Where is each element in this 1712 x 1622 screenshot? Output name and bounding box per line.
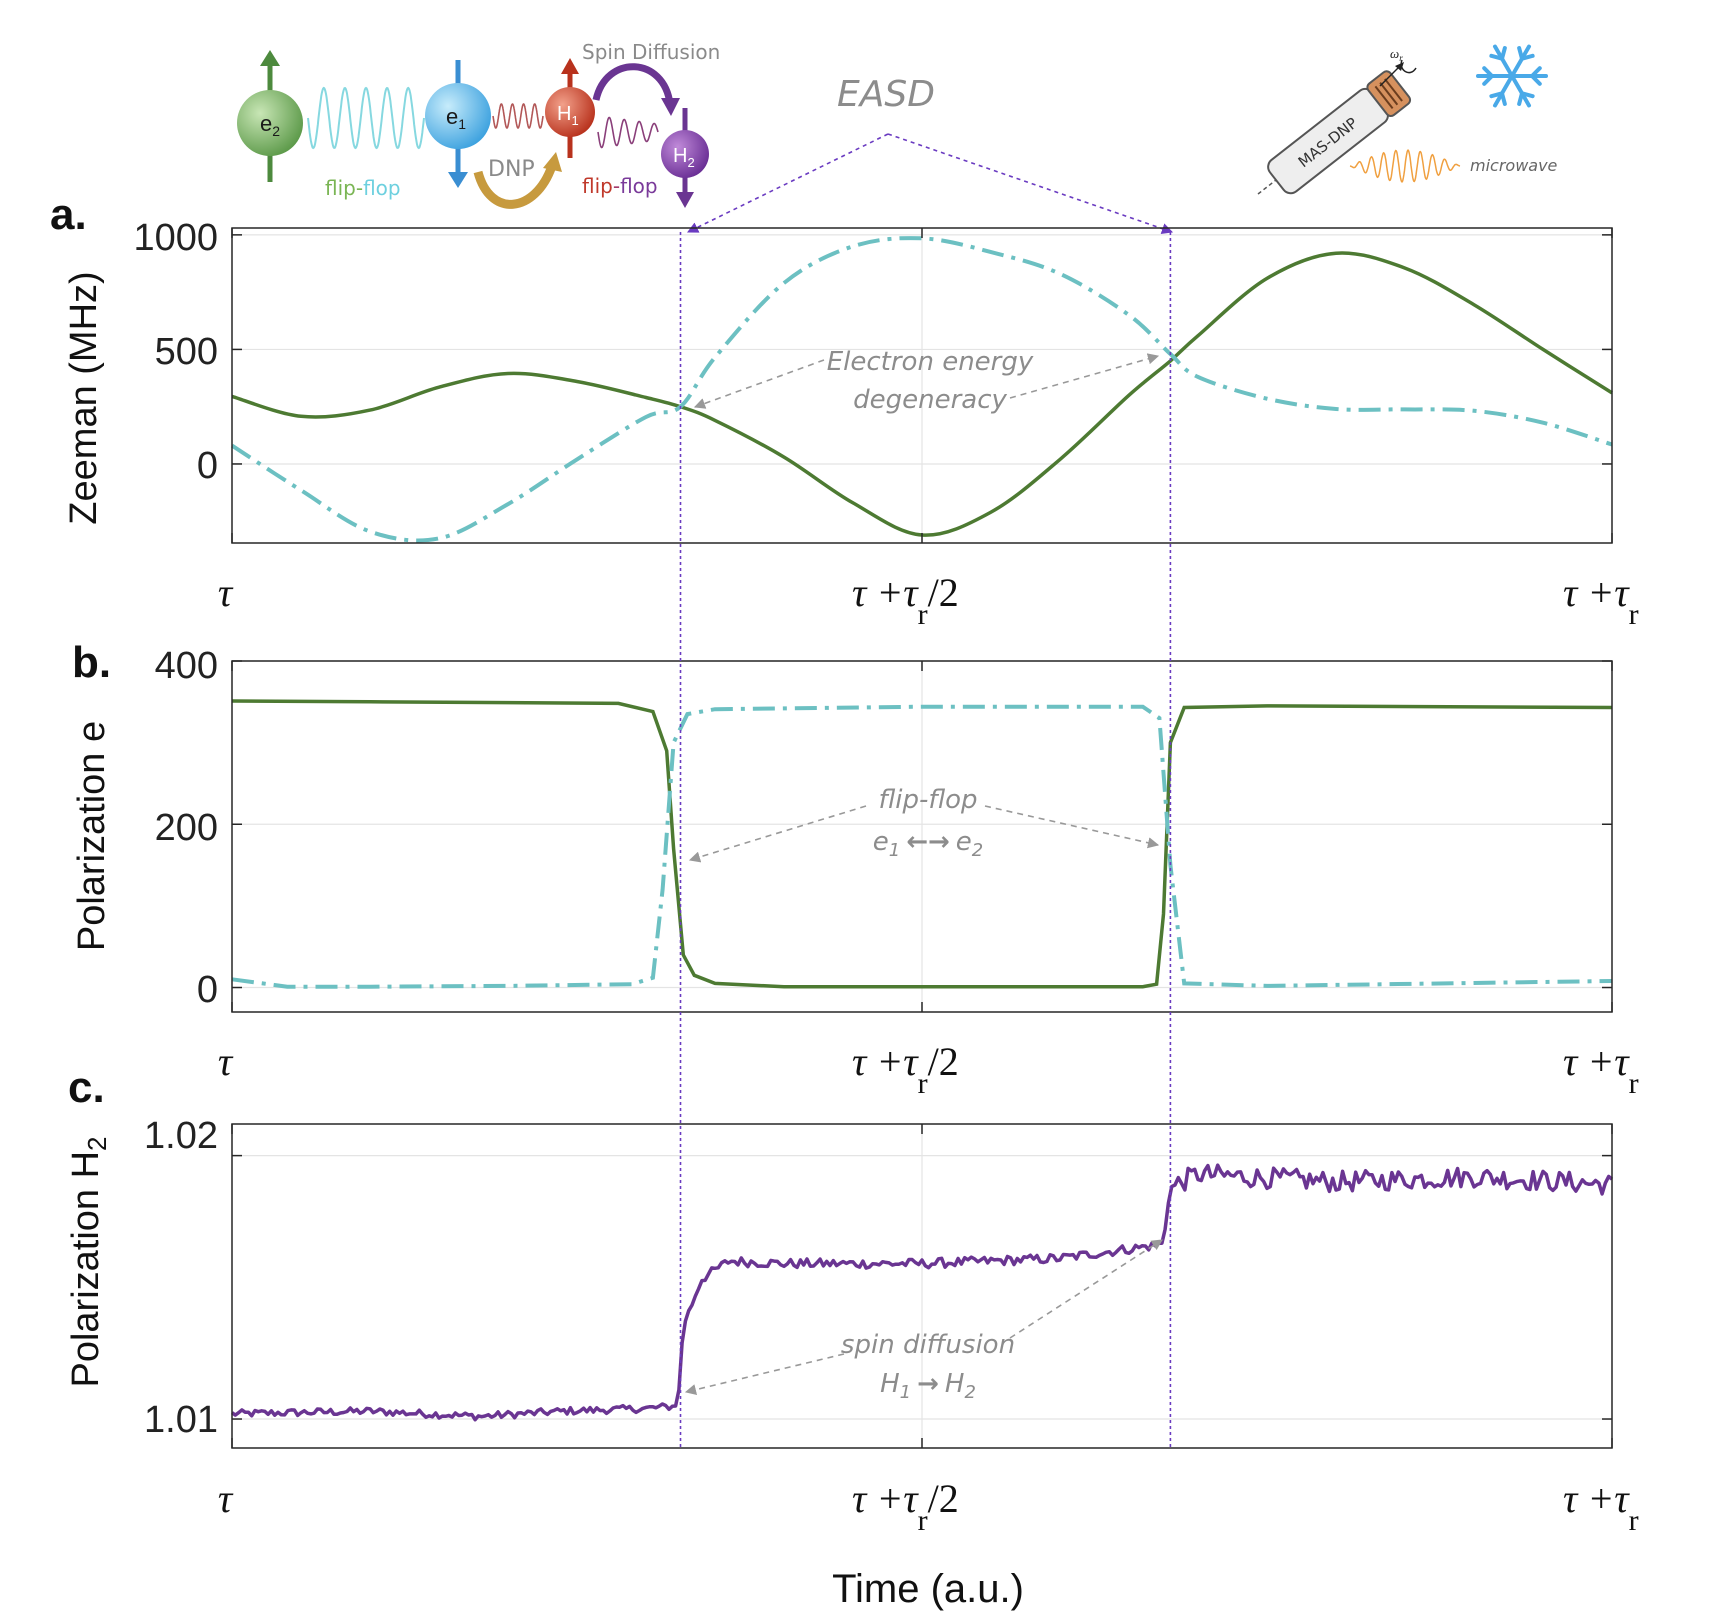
panel-b-series-green	[231, 699, 1613, 989]
panel-c-annotation-1: spin diffusion	[841, 1330, 1015, 1360]
spin-diffusion-label: Spin Diffusion	[582, 40, 720, 64]
panel-a-arrow-left	[693, 359, 825, 409]
flip-flop-label-h: flip-flop	[582, 174, 658, 198]
svg-text:ωr: ωr	[1390, 46, 1403, 63]
easd-label: EASD	[837, 74, 935, 115]
h1-label: H	[557, 103, 571, 125]
panel-c-grid	[232, 1124, 1612, 1448]
panel-a-ticks	[231, 228, 1613, 543]
x-axis-label: Time (a.u.)	[832, 1567, 1024, 1611]
xtick-tau: τ	[218, 1476, 234, 1521]
panel-c-ticks	[231, 1124, 1613, 1448]
xtick-tau-r: τ +τr	[1563, 1039, 1639, 1100]
panel-b: b. 400 200 0 Polarization e flip-flop e1…	[71, 638, 1639, 1100]
panel-b-ytick-0: 0	[197, 969, 218, 1011]
panel-c: c. 1.02 1.01 Polarization H2 spin diffus…	[65, 1063, 1639, 1611]
e2-label: e	[260, 111, 272, 136]
xtick-tau: τ	[218, 570, 234, 615]
svg-text:H2: H2	[673, 145, 695, 170]
xtick-tau-r: τ +τr	[1563, 570, 1639, 631]
h2-label: H	[673, 145, 687, 167]
panel-a-letter: a.	[50, 190, 87, 239]
panel-b-arrow-right	[984, 805, 1160, 849]
panel-b-series-teal	[231, 704, 1613, 989]
panel-a-series-teal	[230, 236, 1613, 543]
panel-c-ylabel: Polarization H2	[65, 1136, 112, 1387]
svg-text:e2: e2	[260, 111, 280, 139]
xtick-tau-half: τ +τr/2	[852, 1039, 959, 1100]
panel-b-annotation-2: e1 ←→ e2	[873, 827, 983, 861]
panel-b-annotation-1: flip-flop	[878, 785, 977, 815]
xtick-tau-r: τ +τr	[1563, 1476, 1639, 1537]
h2-sphere	[661, 130, 709, 178]
dnp-wave	[492, 103, 544, 129]
panel-b-ylabel: Polarization e	[71, 721, 113, 951]
curved-arrow-icon	[592, 63, 674, 105]
panel-c-xticks: τ τ +τr/2 τ +τr	[218, 1476, 1639, 1537]
panel-a-annotation-2: degeneracy	[853, 385, 1007, 415]
panel-c-arrow-right	[1009, 1239, 1163, 1339]
panel-a-annotation-1: Electron energy	[827, 347, 1034, 377]
e2-sub: 2	[272, 123, 280, 139]
electron-e1: e1	[425, 60, 491, 188]
flip-flop-label-e: flip-flop	[325, 176, 401, 200]
flip-flop-wave-e2-e1	[307, 86, 425, 150]
microwave-wave-icon	[1349, 149, 1461, 183]
panel-b-xticks: τ τ +τr/2 τ +τr	[218, 1039, 1639, 1100]
easd-arrow-right	[887, 133, 1174, 235]
xtick-tau-half: τ +τr/2	[852, 1476, 959, 1537]
easd-vertical-markers	[679, 232, 1172, 1448]
svg-text:e1: e1	[446, 104, 466, 132]
xtick-tau: τ	[218, 1039, 234, 1084]
h2-sub: 2	[687, 155, 694, 170]
schematic: e2 flip-flop e1 DNP H1 Spin Diffusion	[237, 40, 1558, 235]
panel-c-ytick-102: 1.02	[144, 1115, 218, 1157]
panel-a-xticks: τ τ +τr/2 τ +τr	[218, 570, 1639, 631]
panel-a: a. 1000 500 0 Zeeman (MHz) Electron ener…	[50, 190, 1639, 631]
e1-sphere	[425, 83, 491, 149]
panel-a-series-green	[231, 251, 1613, 537]
panel-a-ylabel: Zeeman (MHz)	[63, 271, 105, 524]
panel-b-ytick-200: 200	[155, 807, 218, 849]
omega-label: ω	[1390, 46, 1399, 61]
panel-c-arrow-left	[684, 1353, 845, 1396]
panel-b-ticks	[231, 660, 1613, 1012]
e1-sub: 1	[458, 116, 466, 132]
dnp-label: DNP	[488, 157, 535, 182]
easd-arrow-left	[686, 133, 889, 233]
panel-c-series-purple	[230, 1163, 1614, 1422]
omega-sub: r	[1399, 53, 1403, 63]
h1-sub: 1	[571, 113, 578, 128]
h1-h2-wave	[597, 116, 659, 149]
panel-a-arrow-right	[1009, 353, 1160, 399]
panel-c-annotation-2: H1 → H2	[880, 1369, 976, 1403]
panel-c-letter: c.	[68, 1063, 105, 1112]
microwave-label: microwave	[1470, 156, 1558, 175]
xtick-tau-half: τ +τr/2	[852, 570, 959, 631]
panel-a-ytick-0: 0	[197, 445, 218, 487]
panel-b-letter: b.	[72, 638, 111, 687]
proton-h2: H2	[661, 108, 709, 208]
panel-c-ytick-101: 1.01	[144, 1399, 218, 1441]
proton-h1: H1	[545, 58, 595, 158]
snowflake-icon	[1476, 44, 1548, 108]
curved-arrow-icon	[473, 164, 557, 209]
h1-sphere	[545, 87, 595, 137]
e2-sphere	[237, 90, 303, 156]
svg-text:H1: H1	[557, 103, 579, 128]
panel-b-arrow-left	[688, 805, 867, 863]
panel-b-ytick-400: 400	[155, 645, 218, 687]
panel-a-ytick-500: 500	[155, 331, 218, 373]
panel-a-ytick-1000: 1000	[133, 217, 218, 259]
e1-label: e	[446, 104, 458, 129]
electron-e2: e2	[237, 50, 303, 182]
